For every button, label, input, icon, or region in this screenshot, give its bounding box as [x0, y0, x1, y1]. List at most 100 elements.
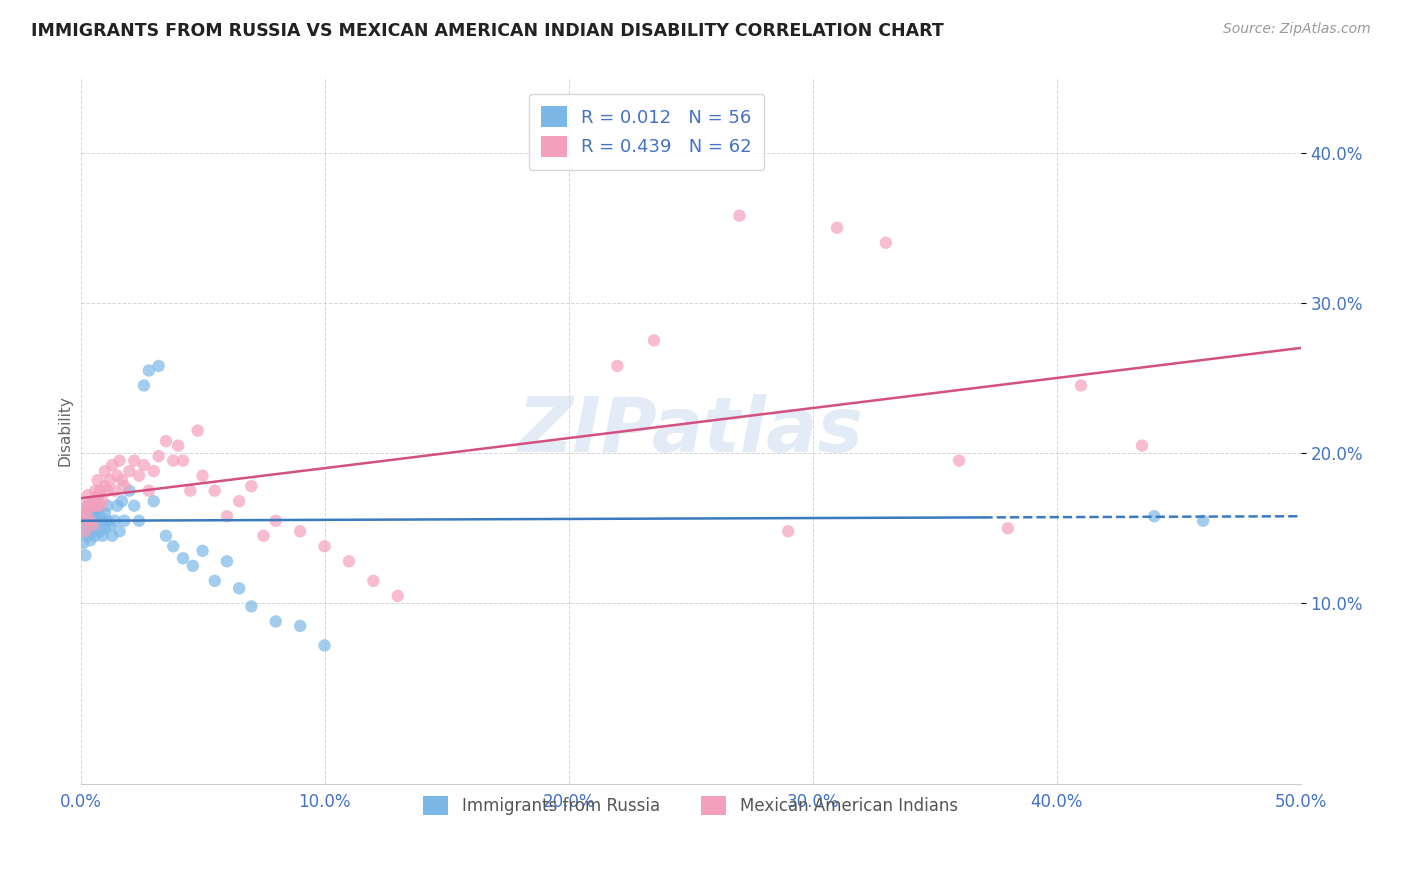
- Point: [825, 220, 848, 235]
- Point: [148, 449, 170, 463]
- Point: [86, 473, 108, 487]
- Point: [122, 453, 145, 467]
- Point: [96, 514, 118, 528]
- Point: [128, 514, 150, 528]
- Point: [142, 494, 165, 508]
- Point: [72, 536, 94, 550]
- Point: [82, 503, 104, 517]
- Point: [86, 488, 108, 502]
- Point: [105, 499, 128, 513]
- Point: [314, 639, 336, 653]
- Point: [72, 499, 94, 513]
- Point: [86, 503, 108, 517]
- Point: [264, 514, 287, 528]
- Point: [114, 514, 136, 528]
- Point: [96, 483, 118, 498]
- Point: [84, 499, 107, 513]
- Point: [104, 514, 127, 528]
- Point: [86, 491, 108, 506]
- Point: [118, 464, 141, 478]
- Point: [363, 574, 385, 588]
- Point: [314, 539, 336, 553]
- Point: [75, 506, 97, 520]
- Text: ZIPatlas: ZIPatlas: [517, 393, 863, 467]
- Point: [76, 503, 98, 517]
- Point: [162, 539, 184, 553]
- Point: [76, 529, 98, 543]
- Point: [108, 524, 131, 539]
- Point: [79, 499, 101, 513]
- Point: [240, 479, 263, 493]
- Point: [240, 599, 263, 614]
- Point: [606, 359, 628, 373]
- Point: [179, 483, 201, 498]
- Point: [181, 558, 204, 573]
- Point: [72, 514, 94, 528]
- Point: [132, 378, 155, 392]
- Point: [82, 514, 104, 528]
- Point: [252, 529, 274, 543]
- Point: [75, 509, 97, 524]
- Point: [337, 554, 360, 568]
- Point: [89, 499, 111, 513]
- Point: [82, 494, 104, 508]
- Point: [96, 499, 118, 513]
- Point: [1143, 509, 1166, 524]
- Point: [101, 458, 124, 472]
- Point: [204, 483, 226, 498]
- Point: [94, 479, 117, 493]
- Point: [89, 483, 111, 498]
- Point: [84, 509, 107, 524]
- Point: [101, 529, 124, 543]
- Point: [76, 488, 98, 502]
- Point: [728, 209, 751, 223]
- Point: [91, 529, 114, 543]
- Point: [82, 518, 104, 533]
- Point: [75, 524, 97, 539]
- Point: [79, 509, 101, 524]
- Text: IMMIGRANTS FROM RUSSIA VS MEXICAN AMERICAN INDIAN DISABILITY CORRELATION CHART: IMMIGRANTS FROM RUSSIA VS MEXICAN AMERIC…: [31, 22, 943, 40]
- Point: [86, 514, 108, 528]
- Point: [132, 458, 155, 472]
- Point: [84, 494, 107, 508]
- Point: [778, 524, 800, 539]
- Y-axis label: Disability: Disability: [58, 395, 72, 466]
- Point: [75, 524, 97, 539]
- Point: [228, 494, 250, 508]
- Point: [72, 514, 94, 528]
- Point: [228, 582, 250, 596]
- Point: [122, 499, 145, 513]
- Point: [89, 509, 111, 524]
- Point: [172, 453, 194, 467]
- Point: [191, 468, 214, 483]
- Point: [215, 509, 238, 524]
- Point: [643, 334, 665, 348]
- Point: [162, 453, 184, 467]
- Point: [104, 483, 127, 498]
- Point: [138, 483, 160, 498]
- Point: [1130, 439, 1153, 453]
- Point: [167, 439, 190, 453]
- Point: [142, 464, 165, 478]
- Point: [114, 479, 136, 493]
- Point: [76, 499, 98, 513]
- Point: [948, 453, 970, 467]
- Point: [118, 483, 141, 498]
- Point: [91, 514, 114, 528]
- Point: [155, 434, 177, 449]
- Point: [128, 468, 150, 483]
- Point: [79, 533, 101, 548]
- Point: [191, 543, 214, 558]
- Point: [82, 524, 104, 539]
- Point: [288, 524, 311, 539]
- Point: [79, 514, 101, 528]
- Point: [215, 554, 238, 568]
- Point: [172, 551, 194, 566]
- Point: [1192, 514, 1215, 528]
- Point: [76, 514, 98, 528]
- Point: [288, 619, 311, 633]
- Point: [105, 468, 128, 483]
- Point: [75, 549, 97, 563]
- Point: [84, 529, 107, 543]
- Point: [138, 363, 160, 377]
